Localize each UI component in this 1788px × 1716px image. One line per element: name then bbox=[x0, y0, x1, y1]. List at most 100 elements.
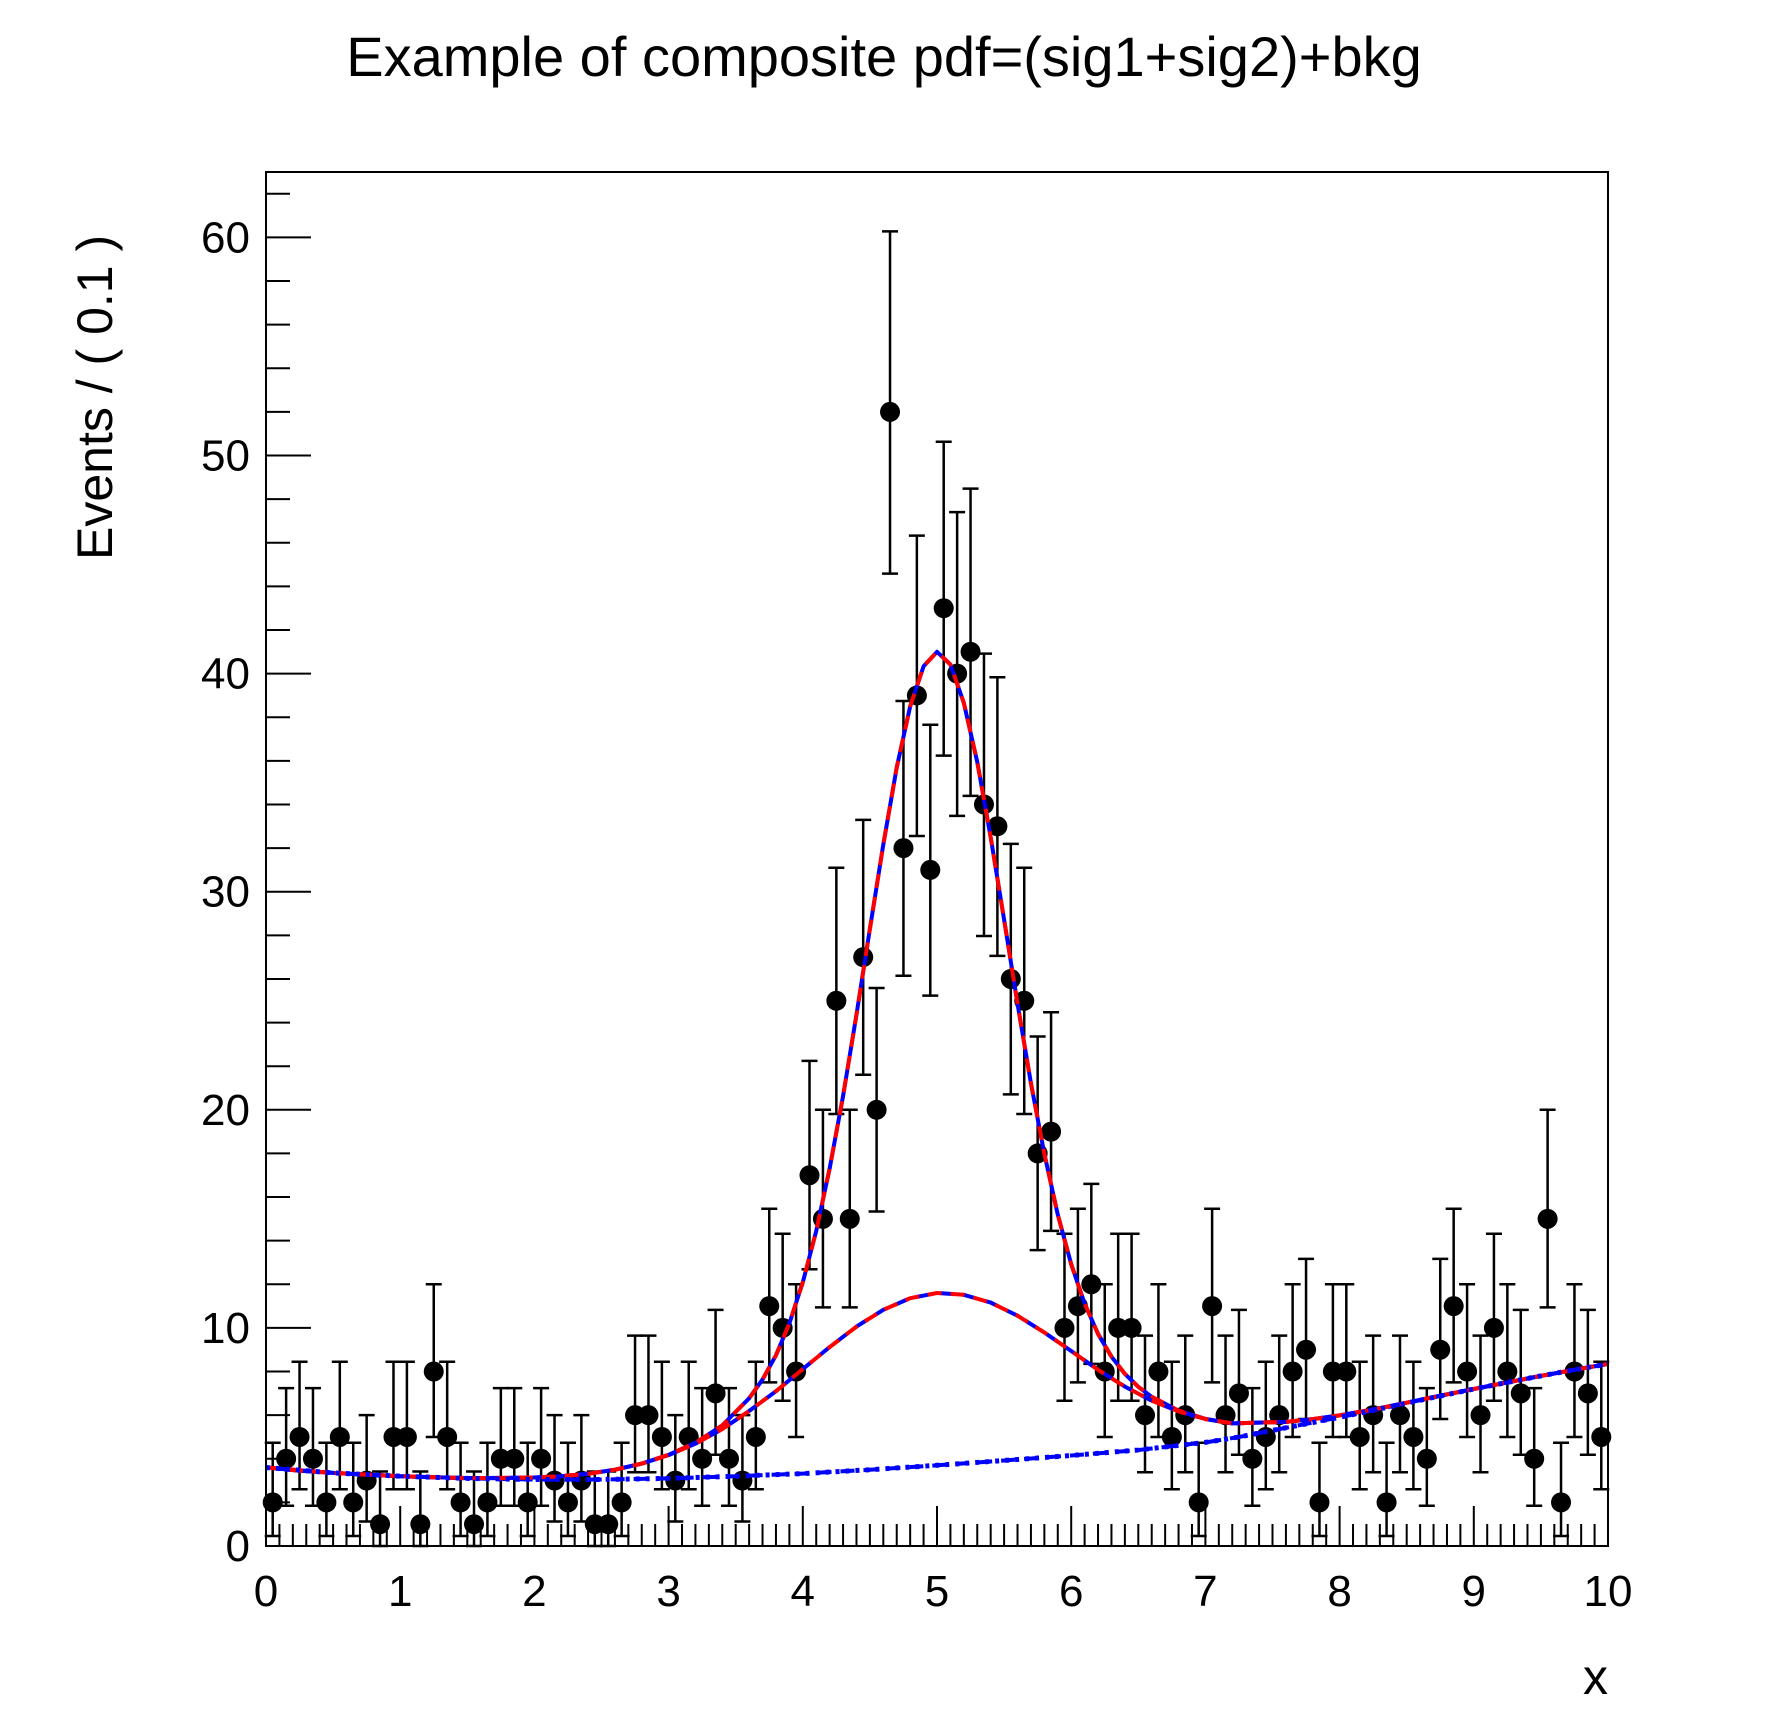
data-point-marker bbox=[531, 1448, 552, 1469]
y-axis-title: Events / ( 0.1 ) bbox=[67, 235, 123, 560]
tick-labels: 0 1 2 3 4 5 6 7 8 9 10 0 10 20 30 40 50 60 bbox=[201, 213, 1632, 1616]
data-point-marker bbox=[396, 1426, 417, 1447]
data-point-marker bbox=[933, 598, 954, 619]
error-bars bbox=[264, 230, 1610, 1548]
data-point-marker bbox=[1041, 1121, 1062, 1142]
data-point-marker bbox=[987, 816, 1008, 837]
generated-chart-content: 0 1 2 3 4 5 6 7 8 9 10 0 10 20 30 40 50 60 bbox=[201, 171, 1632, 1616]
fit-curves bbox=[265, 649, 1609, 1482]
curve-model-total-red-overlay bbox=[265, 649, 1609, 1481]
y-tick-label: 30 bbox=[201, 868, 250, 917]
y-tick-label: 60 bbox=[201, 213, 250, 262]
curve-model-total-blue bbox=[265, 649, 1609, 1481]
data-point-marker bbox=[437, 1426, 458, 1447]
data-point-marker bbox=[1228, 1383, 1249, 1404]
x-tick-label: 3 bbox=[656, 1567, 680, 1616]
data-point-marker bbox=[1336, 1361, 1357, 1382]
data-point-marker bbox=[611, 1492, 632, 1513]
y-tick-label: 0 bbox=[226, 1522, 250, 1571]
data-point-marker bbox=[745, 1426, 766, 1447]
data-point-marker bbox=[1121, 1317, 1142, 1338]
data-point-marker bbox=[920, 859, 941, 880]
data-point-marker bbox=[880, 401, 901, 422]
data-point-marker bbox=[1054, 1317, 1075, 1338]
data-point-marker bbox=[718, 1448, 739, 1469]
x-tick-label: 8 bbox=[1327, 1567, 1351, 1616]
plot-frame bbox=[265, 171, 1609, 1547]
data-point-marker bbox=[450, 1492, 471, 1513]
data-point-marker bbox=[343, 1492, 364, 1513]
curve-bkg-sig2-red bbox=[265, 1291, 1609, 1481]
data-point-marker bbox=[665, 1470, 686, 1491]
axes bbox=[265, 171, 1609, 1547]
data-point-marker bbox=[1443, 1296, 1464, 1317]
x-tick-label: 5 bbox=[925, 1567, 949, 1616]
data-point-marker bbox=[705, 1383, 726, 1404]
data-point-marker bbox=[1483, 1317, 1504, 1338]
x-tick-label: 6 bbox=[1059, 1567, 1083, 1616]
data-point-marker bbox=[423, 1361, 444, 1382]
x-tick-label: 2 bbox=[522, 1567, 546, 1616]
data-point-marker bbox=[464, 1514, 485, 1535]
data-point-marker bbox=[289, 1426, 310, 1447]
x-axis-title: x bbox=[1583, 1649, 1608, 1705]
data-point-marker bbox=[1135, 1405, 1156, 1426]
data-point-marker bbox=[651, 1426, 672, 1447]
data-point-marker bbox=[316, 1492, 337, 1513]
data-point-marker bbox=[557, 1492, 578, 1513]
data-point-marker bbox=[1161, 1426, 1182, 1447]
data-point-marker bbox=[1537, 1208, 1558, 1229]
x-tick-label: 10 bbox=[1584, 1567, 1633, 1616]
chart-title: Example of composite pdf=(sig1+sig2)+bkg bbox=[346, 25, 1421, 88]
data-point-marker bbox=[1349, 1426, 1370, 1447]
data-point-marker bbox=[1470, 1405, 1491, 1426]
data-point-marker bbox=[1148, 1361, 1169, 1382]
data-point-marker bbox=[1242, 1448, 1263, 1469]
x-tick-label: 9 bbox=[1462, 1567, 1486, 1616]
data-point-marker bbox=[692, 1448, 713, 1469]
data-point-marker bbox=[1403, 1426, 1424, 1447]
data-point-marker bbox=[893, 838, 914, 859]
data-point-marker bbox=[1309, 1492, 1330, 1513]
data-point-marker bbox=[1296, 1339, 1317, 1360]
data-point-marker bbox=[1081, 1274, 1102, 1295]
data-point-marker bbox=[504, 1448, 525, 1469]
data-point-marker bbox=[1376, 1492, 1397, 1513]
x-tick-label: 1 bbox=[388, 1567, 412, 1616]
data-point-marker bbox=[1282, 1361, 1303, 1382]
x-tick-label: 7 bbox=[1193, 1567, 1217, 1616]
data-point-marker bbox=[759, 1296, 780, 1317]
data-point-marker bbox=[1416, 1448, 1437, 1469]
data-point-marker bbox=[1510, 1383, 1531, 1404]
data-point-marker bbox=[1430, 1339, 1451, 1360]
data-point-marker bbox=[598, 1514, 619, 1535]
data-point-marker bbox=[1457, 1361, 1478, 1382]
data-point-marker bbox=[638, 1405, 659, 1426]
data-point-marker bbox=[410, 1514, 431, 1535]
data-point-marker bbox=[1188, 1492, 1209, 1513]
data-point-marker bbox=[1524, 1448, 1545, 1469]
data-points bbox=[262, 401, 1612, 1535]
data-point-marker bbox=[826, 990, 847, 1011]
data-point-marker bbox=[960, 641, 981, 662]
curve-bkg-dotted bbox=[265, 1361, 1609, 1482]
y-tick-label: 50 bbox=[201, 432, 250, 481]
data-point-marker bbox=[839, 1208, 860, 1229]
data-point-marker bbox=[302, 1448, 323, 1469]
x-tick-label: 4 bbox=[791, 1567, 815, 1616]
x-tick-label: 0 bbox=[254, 1567, 278, 1616]
data-point-marker bbox=[1202, 1296, 1223, 1317]
data-point-marker bbox=[1551, 1492, 1572, 1513]
y-tick-label: 20 bbox=[201, 1086, 250, 1135]
data-point-marker bbox=[866, 1099, 887, 1120]
y-tick-label: 10 bbox=[201, 1304, 250, 1353]
data-point-marker bbox=[799, 1165, 820, 1186]
data-point-marker bbox=[1497, 1361, 1518, 1382]
data-point-marker bbox=[517, 1492, 538, 1513]
y-tick-label: 40 bbox=[201, 650, 250, 699]
data-point-marker bbox=[1591, 1426, 1612, 1447]
curve-bkg-sig2-blue-under bbox=[265, 1291, 1609, 1481]
data-point-marker bbox=[1577, 1383, 1598, 1404]
